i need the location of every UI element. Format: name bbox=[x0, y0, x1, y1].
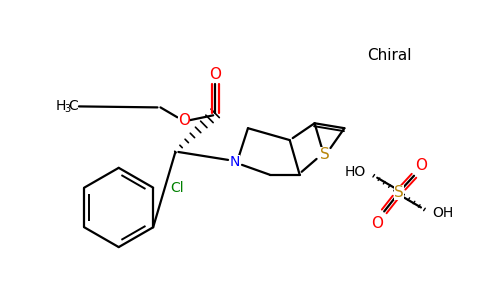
Text: HO: HO bbox=[345, 165, 366, 179]
Text: O: O bbox=[178, 113, 190, 128]
Text: Chiral: Chiral bbox=[367, 48, 411, 63]
Text: S: S bbox=[319, 148, 330, 163]
Text: O: O bbox=[415, 158, 427, 173]
Text: 3: 3 bbox=[64, 104, 70, 114]
Text: OH: OH bbox=[432, 206, 453, 220]
Text: O: O bbox=[371, 216, 383, 231]
Text: C: C bbox=[68, 99, 78, 113]
Text: N: N bbox=[230, 155, 240, 169]
Text: Cl: Cl bbox=[170, 181, 184, 195]
Text: O: O bbox=[209, 67, 221, 82]
Text: S: S bbox=[394, 185, 404, 200]
Text: H: H bbox=[56, 99, 66, 113]
